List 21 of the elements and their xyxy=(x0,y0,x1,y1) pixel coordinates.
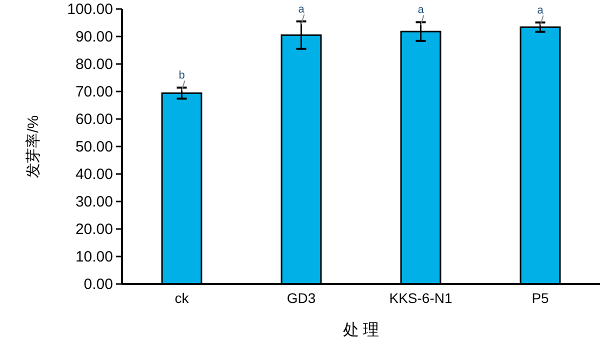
annotation: b xyxy=(178,70,185,82)
annotation: a xyxy=(418,4,425,16)
x-tick-label: P5 xyxy=(532,290,550,306)
y-tick-label: 80.00 xyxy=(75,56,113,73)
y-tick-label: 90.00 xyxy=(75,28,113,46)
x-tick-label: ck xyxy=(174,290,190,306)
y-tick-label: 50.00 xyxy=(75,138,113,156)
y-axis-title: 发芽率/% xyxy=(25,115,42,178)
x-axis-title: 处 理 xyxy=(342,321,380,339)
y-tick-label: 60.00 xyxy=(75,111,113,128)
y-tick-label: 30.00 xyxy=(75,194,113,210)
y-tick-label: 40.00 xyxy=(75,166,113,183)
y-tick-label: 0.00 xyxy=(84,276,113,293)
x-tick-label: GD3 xyxy=(286,290,316,306)
y-tick-label: 70.00 xyxy=(75,84,113,100)
y-tick-label: 100.00 xyxy=(67,1,113,18)
y-tick-label: 20.00 xyxy=(75,221,113,238)
y-tick-label: 10.00 xyxy=(75,248,113,266)
annotation: a xyxy=(537,4,544,16)
annotation: a xyxy=(298,3,306,16)
x-tick-label: KKS-6-N1 xyxy=(389,290,452,306)
